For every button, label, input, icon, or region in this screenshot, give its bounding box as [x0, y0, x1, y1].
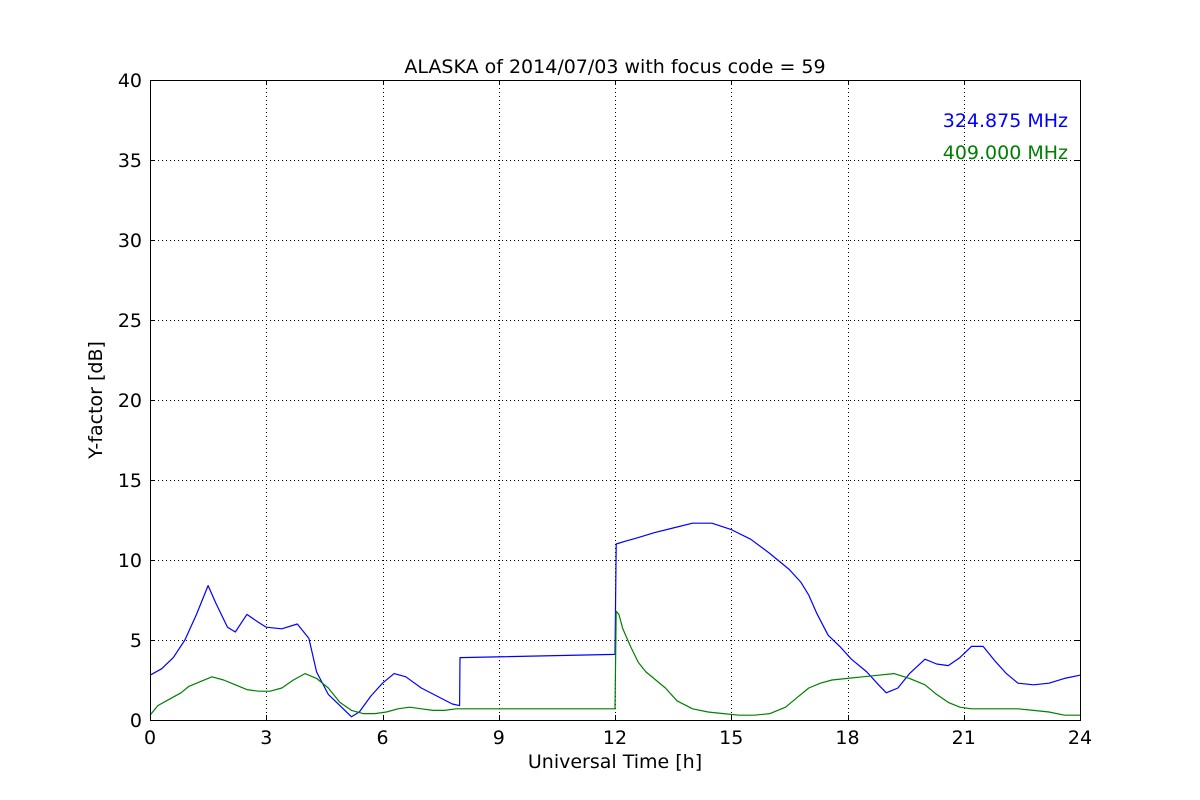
y-tick-label: 10 [118, 550, 142, 572]
y-tick-label: 0 [130, 710, 142, 732]
x-tick-label: 15 [719, 727, 743, 749]
series-line-2 [149, 610, 1080, 716]
y-tick-label: 5 [130, 630, 142, 652]
y-tick-label: 40 [118, 70, 142, 92]
y-tick-label: 30 [118, 230, 142, 252]
x-tick-label: 24 [1068, 727, 1092, 749]
y-tick-label: 15 [118, 470, 142, 492]
x-tick-label: 9 [493, 727, 505, 749]
x-tick-label: 3 [260, 727, 272, 749]
y-tick-label: 20 [118, 390, 142, 412]
legend-entry-2: 409.000 MHz [943, 142, 1068, 164]
x-axis-label: Universal Time [h] [528, 751, 702, 773]
y-axis-label: Y-factor [dB] [85, 341, 107, 460]
x-tick-label: 0 [144, 727, 156, 749]
y-tick-label: 35 [118, 150, 142, 172]
x-tick-label: 6 [376, 727, 388, 749]
x-tick-label: 18 [835, 727, 859, 749]
legend: 324.875 MHz 409.000 MHz [943, 110, 1068, 164]
tick-labels: 0 3 6 9 12 15 18 21 24 0 5 10 15 20 25 30 35 40 [118, 70, 1092, 749]
x-tick-label: 21 [952, 727, 976, 749]
ticks [150, 80, 1081, 721]
x-tick-label: 12 [603, 727, 627, 749]
chart-title: ALASKA of 2014/07/03 with focus code = 5… [404, 56, 825, 78]
series-layer [149, 522, 1081, 718]
series-line-1 [149, 522, 1081, 718]
legend-entry-1: 324.875 MHz [943, 110, 1068, 132]
y-tick-label: 25 [118, 310, 142, 332]
